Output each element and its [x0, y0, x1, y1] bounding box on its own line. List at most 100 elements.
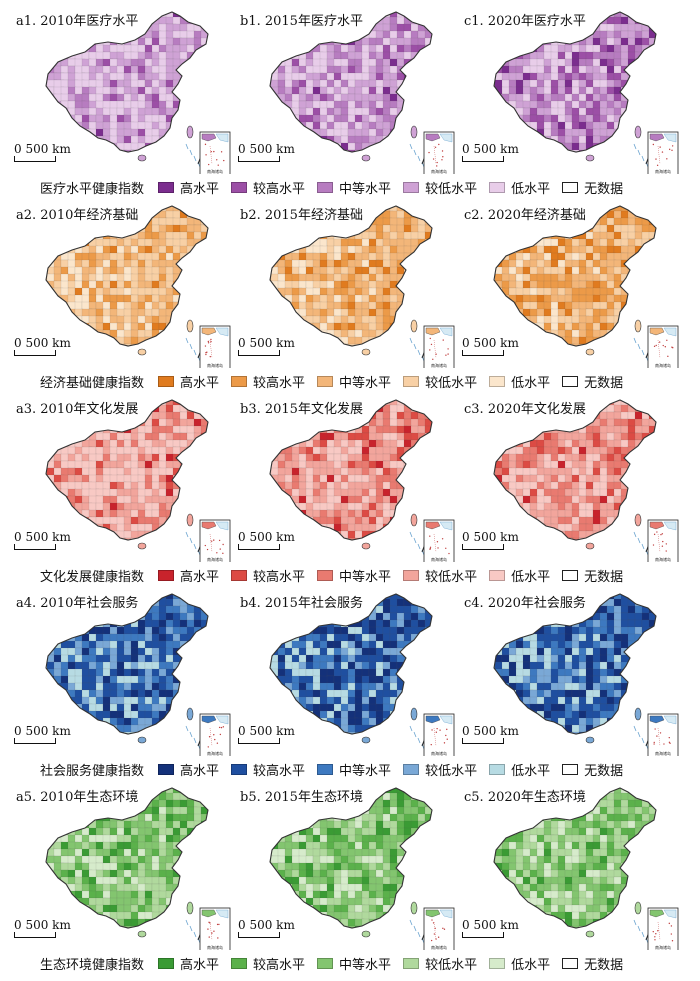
- region: [53, 51, 65, 60]
- region: [347, 86, 356, 95]
- region: [536, 206, 546, 215]
- region: [410, 537, 422, 540]
- region: [403, 149, 412, 152]
- region: [81, 37, 90, 46]
- region: [67, 206, 78, 214]
- region: [410, 231, 420, 240]
- region: [641, 114, 653, 123]
- region: [431, 488, 432, 500]
- region: [494, 481, 498, 493]
- region: [431, 502, 432, 511]
- region: [494, 301, 506, 310]
- region: [424, 509, 432, 521]
- region: [207, 210, 208, 222]
- region: [417, 79, 429, 89]
- region: [634, 58, 643, 69]
- region: [522, 114, 531, 123]
- region: [655, 446, 656, 456]
- region: [67, 432, 78, 443]
- region: [193, 446, 204, 455]
- region: [200, 79, 208, 89]
- region: [46, 594, 48, 602]
- region: [186, 107, 197, 116]
- region: [529, 206, 541, 215]
- region: [536, 142, 548, 152]
- region: [494, 322, 504, 331]
- region: [655, 23, 656, 33]
- legend-swatch: [403, 375, 420, 387]
- legend-item: 中等水平: [317, 178, 391, 197]
- sea-dash: [637, 149, 641, 156]
- region: [564, 294, 573, 303]
- legend-label: 高水平: [180, 181, 220, 197]
- region: [431, 418, 432, 427]
- region: [655, 210, 656, 222]
- region: [319, 16, 328, 25]
- region: [634, 301, 646, 311]
- region: [186, 453, 195, 464]
- region: [410, 336, 420, 345]
- region: [592, 537, 603, 540]
- region: [270, 30, 275, 39]
- region: [396, 537, 407, 540]
- region: [333, 210, 344, 219]
- region: [578, 23, 587, 35]
- legend-swatch: [158, 375, 175, 387]
- region: [515, 446, 524, 456]
- region: [270, 301, 282, 312]
- region: [137, 594, 146, 603]
- region: [606, 30, 615, 40]
- region: [494, 411, 496, 421]
- region: [655, 509, 656, 521]
- region: [494, 100, 505, 110]
- region: [151, 142, 161, 151]
- legend-swatch: [403, 569, 420, 581]
- region: [326, 210, 335, 220]
- region: [116, 294, 125, 304]
- region: [571, 149, 580, 152]
- region: [368, 315, 377, 325]
- region: [46, 238, 56, 249]
- region: [46, 598, 51, 607]
- region: [424, 72, 432, 83]
- region: [627, 79, 637, 88]
- region: [571, 217, 582, 227]
- region: [46, 488, 56, 498]
- region: [109, 217, 121, 229]
- region: [494, 502, 499, 513]
- region: [60, 12, 71, 20]
- region: [81, 537, 90, 540]
- region: [522, 23, 532, 34]
- region: [102, 336, 114, 346]
- region: [137, 411, 147, 422]
- region: [522, 231, 534, 243]
- region: [410, 411, 419, 421]
- map-panel: a2. 2010年经济基础 南海诸岛 0 500 km: [10, 198, 235, 368]
- region: [501, 495, 511, 507]
- region: [627, 495, 636, 506]
- region: [655, 37, 656, 47]
- region: [410, 308, 422, 319]
- region: [102, 224, 113, 235]
- region: [508, 224, 518, 236]
- taiwan-island: [186, 125, 194, 139]
- region: [298, 238, 309, 248]
- region: [277, 502, 286, 512]
- region: [620, 121, 630, 131]
- region: [634, 502, 644, 512]
- region: [186, 481, 198, 491]
- region: [347, 149, 356, 152]
- region: [46, 418, 51, 427]
- region: [501, 425, 510, 435]
- region: [494, 495, 496, 505]
- region: [172, 502, 184, 512]
- region: [494, 404, 496, 413]
- region: [522, 343, 532, 346]
- region: [557, 280, 567, 289]
- region: [46, 400, 49, 409]
- region: [116, 598, 126, 609]
- region: [270, 93, 280, 102]
- region: [284, 12, 294, 21]
- region: [53, 509, 65, 520]
- region: [641, 509, 652, 520]
